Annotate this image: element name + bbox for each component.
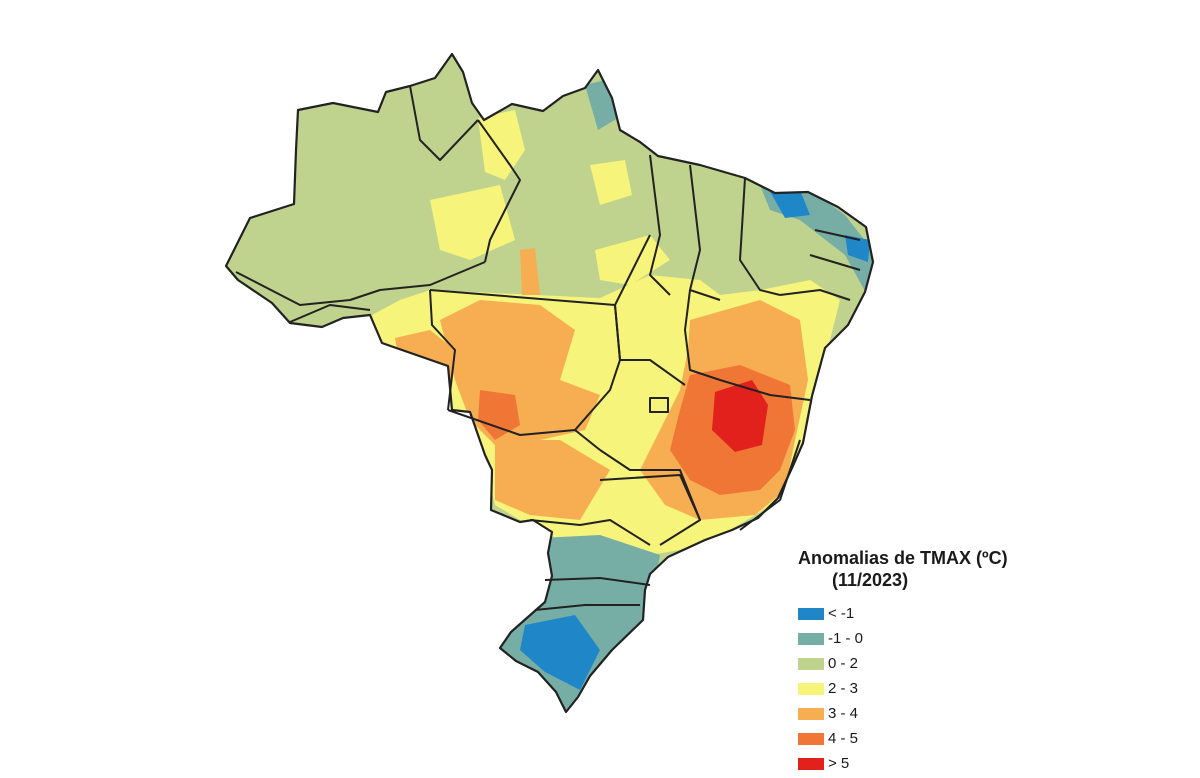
legend-label: -1 - 0 <box>828 630 864 647</box>
legend-label: 4 - 5 <box>828 730 859 747</box>
zone-gt5-minas <box>712 380 768 452</box>
legend-title: Anomalias de TMAX (ºC) <box>798 548 1008 568</box>
boundary-ro-mt <box>429 289 456 411</box>
legend-label: > 5 <box>828 755 850 772</box>
legend-item: 0 - 2 <box>798 651 1008 676</box>
legend-label: 3 - 4 <box>828 705 859 722</box>
legend-swatch <box>798 682 824 695</box>
legend-swatch <box>798 657 824 670</box>
legend-label: < -1 <box>828 605 855 622</box>
legend-item: 3 - 4 <box>798 701 1008 726</box>
legend-item: 2 - 3 <box>798 676 1008 701</box>
boundary-pa-ma <box>649 154 671 296</box>
zone-m1-0-pr-coast <box>615 580 660 645</box>
boundary-ms-pr <box>529 519 651 546</box>
boundary-mt-ms <box>447 409 601 451</box>
boundary-go-df <box>649 397 669 413</box>
legend-swatch <box>798 732 824 745</box>
zone-3-4-ms <box>495 440 610 520</box>
boundary-ma-pi <box>689 164 721 301</box>
legend-swatch <box>798 632 824 645</box>
legend-item: < -1 <box>798 601 1008 626</box>
boundary-pi-ce <box>739 177 781 296</box>
legend-item: -1 - 0 <box>798 626 1008 651</box>
zone-2-3-amapa-patch <box>590 160 632 205</box>
boundary-to <box>614 304 686 386</box>
legend-period: (11/2023) <box>832 570 909 590</box>
boundary-ne-states <box>779 229 861 301</box>
zone-2-3-north-patch <box>430 185 515 260</box>
zone-lt-m1-ce <box>768 188 810 218</box>
legend-swatch <box>798 757 824 770</box>
zone-2-3-para-south <box>595 235 670 285</box>
boundary-pr-sc <box>544 577 651 586</box>
boundary-am-ro-ac <box>235 261 486 306</box>
boundary-ba <box>684 289 811 401</box>
boundary-sc-rs <box>534 604 640 611</box>
legend-swatch <box>798 607 824 620</box>
legend-swatch <box>798 707 824 720</box>
boundary-am-pa <box>477 119 521 263</box>
boundary-sp <box>599 474 701 546</box>
zone-4-5-mt-sw <box>478 390 520 440</box>
zone-3-4-para-strip <box>520 248 540 295</box>
zone-2-3-roraima-para <box>478 110 525 180</box>
legend-label: 0 - 2 <box>828 655 859 672</box>
legend: Anomalias de TMAX (ºC) (11/2023) < -1 -1… <box>798 547 1008 776</box>
legend-label: 2 - 3 <box>828 680 859 697</box>
zone-lt-m1-rs <box>520 615 600 690</box>
legend-item: > 5 <box>798 751 1008 776</box>
boundary-am-rr <box>409 85 479 161</box>
zone-lt-m1-rn <box>845 235 870 262</box>
boundary-ac-ro <box>289 304 371 323</box>
boundary-go-mg <box>599 449 701 521</box>
zone-m1-0-amapa <box>585 80 618 130</box>
legend-item: 4 - 5 <box>798 726 1008 751</box>
